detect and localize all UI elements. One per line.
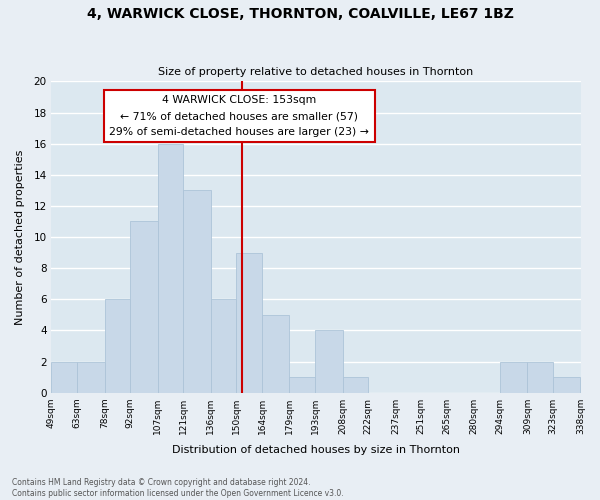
Title: Size of property relative to detached houses in Thornton: Size of property relative to detached ho…	[158, 66, 473, 76]
Bar	[130, 222, 158, 392]
Bar	[236, 252, 262, 392]
Bar	[315, 330, 343, 392]
Bar	[158, 144, 183, 392]
Bar	[104, 300, 130, 392]
Text: 4 WARWICK CLOSE: 153sqm
← 71% of detached houses are smaller (57)
29% of semi-de: 4 WARWICK CLOSE: 153sqm ← 71% of detache…	[109, 96, 369, 136]
Bar	[183, 190, 211, 392]
Bar	[52, 362, 77, 392]
Text: 4, WARWICK CLOSE, THORNTON, COALVILLE, LE67 1BZ: 4, WARWICK CLOSE, THORNTON, COALVILLE, L…	[86, 8, 514, 22]
Bar	[262, 315, 289, 392]
Bar	[77, 362, 104, 392]
Bar	[527, 362, 553, 392]
Y-axis label: Number of detached properties: Number of detached properties	[15, 150, 25, 324]
Text: Contains HM Land Registry data © Crown copyright and database right 2024.
Contai: Contains HM Land Registry data © Crown c…	[12, 478, 344, 498]
Bar	[343, 377, 368, 392]
Bar	[211, 300, 236, 392]
Bar	[500, 362, 527, 392]
Bar	[289, 377, 315, 392]
Bar	[553, 377, 580, 392]
X-axis label: Distribution of detached houses by size in Thornton: Distribution of detached houses by size …	[172, 445, 460, 455]
